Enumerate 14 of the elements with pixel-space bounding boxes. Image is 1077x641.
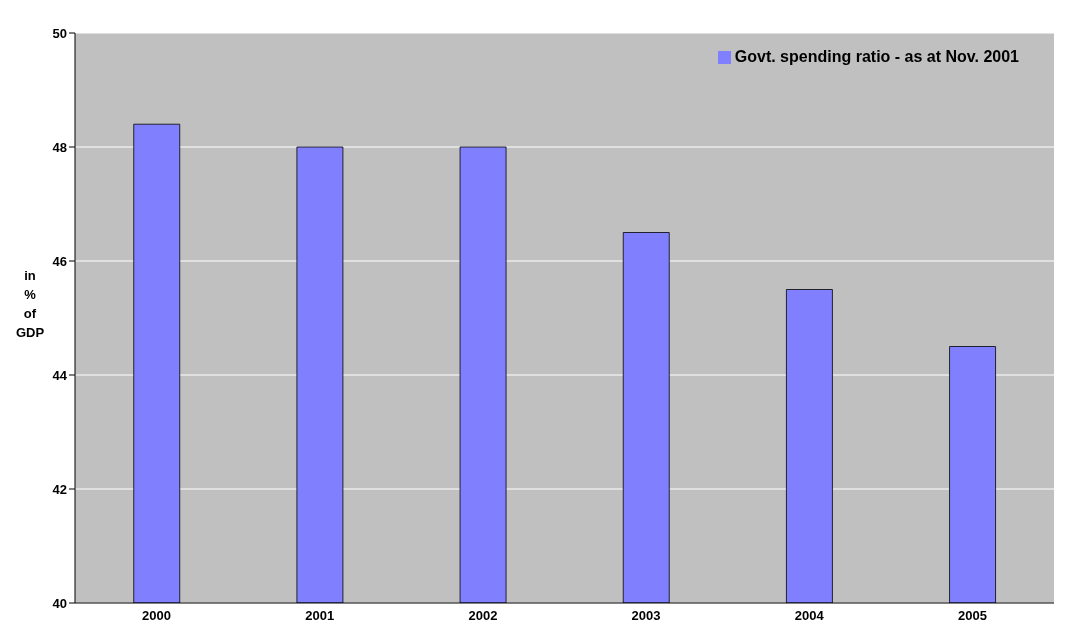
- x-tick-label: 2005: [957, 608, 987, 624]
- y-tick-label: 42: [52, 481, 67, 497]
- y-tick-label: 46: [52, 253, 67, 269]
- y-tick-label: 44: [52, 367, 68, 383]
- x-tick-label: 2002: [468, 608, 498, 624]
- y-tick-label: 48: [52, 139, 67, 155]
- y-tick-label: 40: [52, 595, 67, 611]
- x-tick-label: 2001: [305, 608, 335, 624]
- y-tick-label: 50: [52, 25, 67, 41]
- x-tick-label: 2003: [631, 608, 661, 624]
- legend-label: Govt. spending ratio - as at Nov. 2001: [734, 48, 1019, 65]
- x-tick-label: 2000: [142, 608, 172, 624]
- y-axis-title: in % of GDP: [15, 268, 45, 340]
- x-tick-label: 2004: [794, 608, 825, 624]
